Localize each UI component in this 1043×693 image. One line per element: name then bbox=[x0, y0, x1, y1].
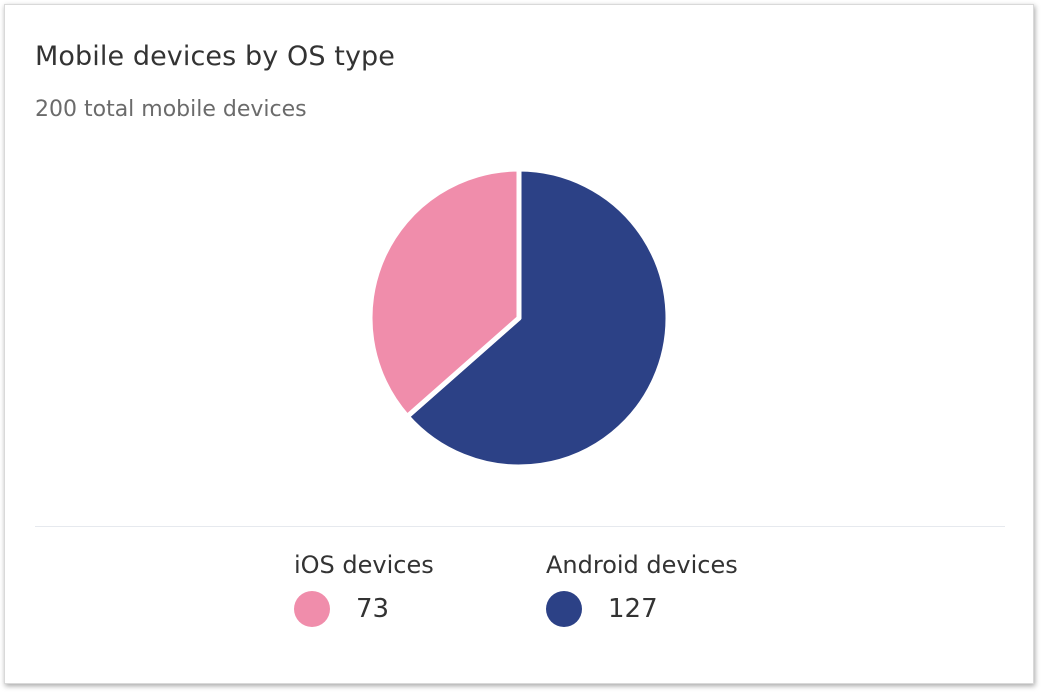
divider bbox=[35, 526, 1005, 527]
pie-slice-android bbox=[404, 166, 671, 470]
pie-slice-ios bbox=[367, 166, 522, 420]
chart-title: Mobile devices by OS type bbox=[35, 41, 395, 72]
legend-item-android: Android devices 127 bbox=[546, 551, 738, 627]
legend-label-android: Android devices bbox=[546, 551, 738, 579]
legend-value-ios: 73 bbox=[356, 594, 390, 624]
legend-value-android: 127 bbox=[608, 594, 658, 624]
legend-swatch-android bbox=[546, 591, 582, 627]
chart-subtitle: 200 total mobile devices bbox=[35, 97, 307, 122]
legend-swatch-ios bbox=[294, 591, 330, 627]
legend-label-ios: iOS devices bbox=[294, 551, 434, 579]
pie-chart bbox=[367, 166, 671, 470]
chart-card: Mobile devices by OS type 200 total mobi… bbox=[4, 4, 1034, 684]
legend-item-ios: iOS devices 73 bbox=[294, 551, 434, 627]
